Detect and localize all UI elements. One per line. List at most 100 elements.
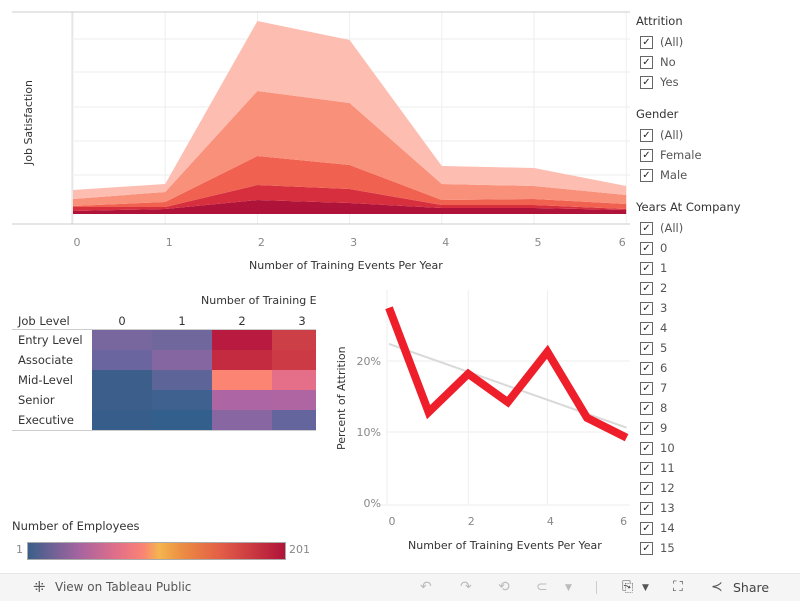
filter-option[interactable]: ✓ 1 [640, 260, 667, 276]
filter-option[interactable]: ✓ 7 [640, 380, 667, 396]
checkbox-checked-icon[interactable]: ✓ [640, 521, 653, 535]
filter-option[interactable]: ✓ Female [640, 147, 702, 163]
filter-option[interactable]: ✓ 0 [640, 240, 667, 256]
filter-option[interactable]: ✓ 11 [640, 460, 675, 476]
checkbox-checked-icon[interactable]: ✓ [640, 301, 653, 315]
checkbox-checked-icon[interactable]: ✓ [640, 35, 653, 49]
heatmap-cell[interactable] [152, 370, 212, 390]
heatmap-cell[interactable] [92, 370, 152, 390]
heatmap-cell[interactable] [152, 350, 212, 370]
filter-title: Years At Company [636, 200, 741, 214]
checkbox-checked-icon[interactable]: ✓ [640, 541, 653, 555]
filter-option[interactable]: ✓ 8 [640, 400, 667, 416]
filter-option[interactable]: ✓ 14 [640, 520, 675, 536]
checkbox-checked-icon[interactable]: ✓ [640, 221, 653, 235]
filter-option[interactable]: ✓ 2 [640, 280, 667, 296]
checkbox-checked-icon[interactable]: ✓ [640, 441, 653, 455]
share-icon[interactable]: ≺ [711, 579, 723, 595]
download-dropdown-icon[interactable]: ▼ [642, 583, 649, 593]
heatmap-row-label: Mid-Level [18, 373, 73, 387]
filter-option-label: 3 [660, 301, 668, 315]
x-tick-label: 3 [350, 236, 357, 249]
filter-option[interactable]: ✓ 12 [640, 480, 675, 496]
heatmap-cell[interactable] [92, 350, 152, 370]
heatmap-column-header: 1 [178, 314, 186, 328]
filter-option-label: 5 [660, 341, 668, 355]
heatmap-cell[interactable] [152, 390, 212, 410]
checkbox-checked-icon[interactable]: ✓ [640, 55, 653, 69]
heatmap-cell[interactable] [212, 330, 272, 350]
refresh-dropdown-icon[interactable]: ▼ [565, 583, 572, 593]
attrition-line[interactable] [385, 306, 629, 442]
share-button[interactable]: Share [733, 580, 770, 595]
filter-option[interactable]: ✓ (All) [640, 34, 683, 50]
heatmap-row: Senior [12, 390, 316, 410]
checkbox-checked-icon[interactable]: ✓ [640, 281, 653, 295]
filter-option[interactable]: ✓ 6 [640, 360, 667, 376]
checkbox-checked-icon[interactable]: ✓ [640, 501, 653, 515]
heatmap-row-label: Entry Level [18, 333, 83, 347]
revert-icon[interactable]: ⟲ [498, 579, 510, 595]
heatmap-cell[interactable] [272, 330, 316, 350]
heatmap-cell[interactable] [212, 370, 272, 390]
filter-option[interactable]: ✓ No [640, 54, 676, 70]
filter-option[interactable]: ✓ (All) [640, 220, 683, 236]
filter-option[interactable]: ✓ 9 [640, 420, 667, 436]
checkbox-checked-icon[interactable]: ✓ [640, 341, 653, 355]
filter-option-label: (All) [660, 128, 684, 142]
redo-icon[interactable]: ↷ [460, 579, 472, 595]
heatmap-cell[interactable] [92, 410, 152, 430]
heatmap-cell[interactable] [212, 390, 272, 410]
checkbox-checked-icon[interactable]: ✓ [640, 421, 653, 435]
checkbox-checked-icon[interactable]: ✓ [640, 148, 653, 162]
x-tick-label: 6 [620, 515, 627, 525]
fullscreen-icon[interactable]: ⛶ [673, 579, 683, 595]
download-icon[interactable]: ⎘ [622, 579, 634, 595]
heatmap-cell[interactable] [272, 370, 316, 390]
filter-option[interactable]: ✓ 13 [640, 500, 675, 516]
checkbox-checked-icon[interactable]: ✓ [640, 75, 653, 89]
color-legend-bar [27, 542, 286, 560]
heatmap-cell[interactable] [272, 350, 316, 370]
checkbox-checked-icon[interactable]: ✓ [640, 381, 653, 395]
filter-option[interactable]: ✓ 3 [640, 300, 667, 316]
filter-option[interactable]: ✓ 5 [640, 340, 667, 356]
heatmap-cell[interactable] [92, 390, 152, 410]
checkbox-checked-icon[interactable]: ✓ [640, 261, 653, 275]
checkbox-checked-icon[interactable]: ✓ [640, 241, 653, 255]
x-tick-label: 5 [535, 236, 542, 249]
heatmap-cell[interactable] [272, 410, 316, 430]
undo-icon[interactable]: ↶ [420, 579, 432, 595]
heatmap-cell[interactable] [272, 390, 316, 410]
checkbox-checked-icon[interactable]: ✓ [640, 481, 653, 495]
checkbox-checked-icon[interactable]: ✓ [640, 401, 653, 415]
filter-option[interactable]: ✓ (All) [640, 127, 683, 143]
filter-option[interactable]: ✓ Yes [640, 74, 679, 90]
filter-option[interactable]: ✓ Male [640, 167, 687, 183]
area-layer-5 [73, 21, 627, 199]
checkbox-checked-icon[interactable]: ✓ [640, 461, 653, 475]
heatmap-cell[interactable] [152, 410, 212, 430]
filter-option-label: (All) [660, 35, 684, 49]
heatmap-row-label: Executive [18, 413, 74, 427]
line-x-label: Number of Training Events Per Year [408, 539, 602, 552]
filter-option-label: Male [660, 168, 688, 182]
heatmap-cell[interactable] [152, 330, 212, 350]
checkbox-checked-icon[interactable]: ✓ [640, 321, 653, 335]
view-on-tableau-public-link[interactable]: View on Tableau Public [55, 580, 192, 594]
filter-option[interactable]: ✓ 15 [640, 540, 675, 556]
line-chart: 0% 10% 20% 0 2 4 6 [357, 290, 630, 525]
heatmap-cell[interactable] [212, 350, 272, 370]
heatmap-cell[interactable] [92, 330, 152, 350]
filter-option-label: 14 [660, 521, 675, 535]
x-tick-label: 1 [166, 236, 173, 249]
checkbox-checked-icon[interactable]: ✓ [640, 128, 653, 142]
filter-option[interactable]: ✓ 4 [640, 320, 667, 336]
filter-option[interactable]: ✓ 10 [640, 440, 675, 456]
heatmap-title: Number of Training E [201, 294, 316, 307]
heatmap-cell[interactable] [212, 410, 272, 430]
tableau-logo-icon: ⁜ [33, 578, 46, 596]
checkbox-checked-icon[interactable]: ✓ [640, 168, 653, 182]
checkbox-checked-icon[interactable]: ✓ [640, 361, 653, 375]
refresh-icon[interactable]: ⊂ [536, 579, 548, 595]
